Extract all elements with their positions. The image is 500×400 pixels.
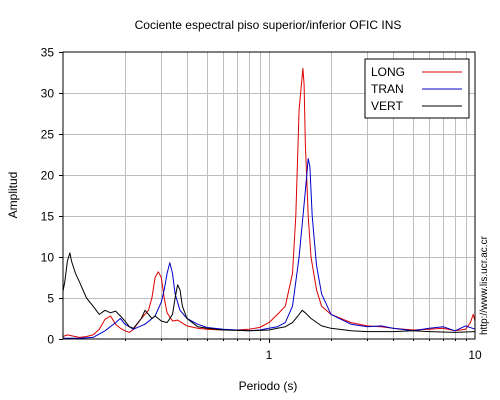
y-tick-label: 25: [41, 128, 55, 142]
y-tick-label: 10: [41, 251, 55, 265]
y-tick-label: 5: [47, 292, 54, 306]
x-tick-label: 10: [468, 348, 482, 362]
y-axis-label: Amplitud: [6, 172, 20, 219]
series-layer: [62, 67, 476, 339]
source-url: http://www.lis.ucr.ac.cr: [479, 235, 490, 335]
y-tick-label: 30: [41, 87, 55, 101]
legend-box: [364, 58, 470, 119]
x-axis-label: Periodo (s): [239, 379, 298, 393]
legend-label-long: LONG: [371, 65, 405, 79]
ticks: 0 5 10 15 20 25 30 35 1 10: [41, 46, 482, 363]
legend-label-vert: VERT: [371, 99, 403, 113]
series-line-vert: [62, 252, 476, 333]
legend: LONG TRAN VERT: [364, 58, 470, 119]
legend-label-tran: TRAN: [371, 82, 404, 96]
y-tick-label: 35: [41, 46, 55, 60]
chart-title: Cociente espectral piso superior/inferio…: [135, 18, 402, 32]
y-tick-label: 15: [41, 210, 55, 224]
y-tick-label: 20: [41, 169, 55, 183]
x-tick-label: 1: [266, 348, 273, 362]
y-tick-label: 0: [47, 333, 54, 347]
